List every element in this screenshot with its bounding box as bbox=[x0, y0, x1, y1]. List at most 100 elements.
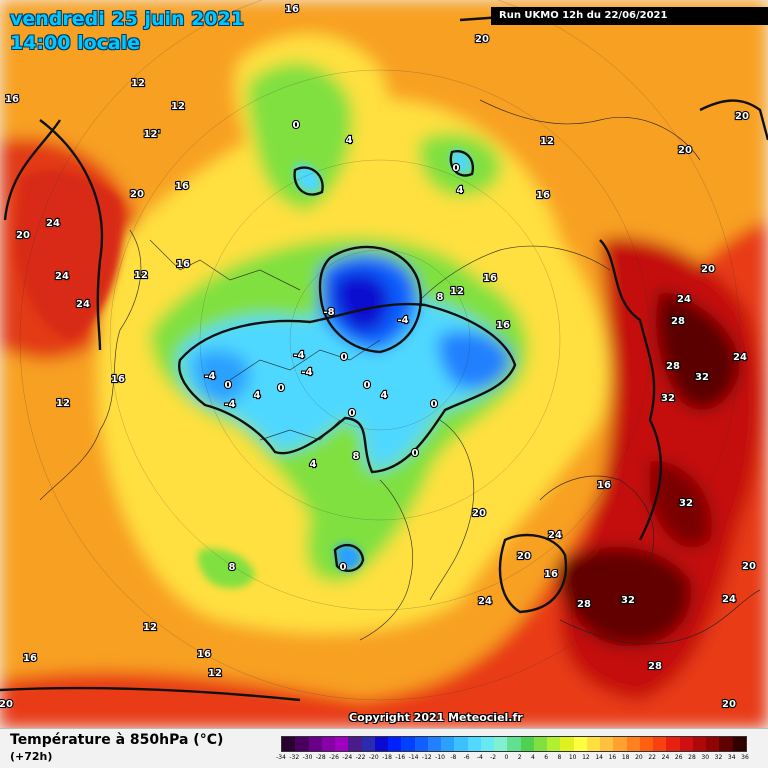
isotherm-value-label: 0 bbox=[453, 163, 460, 174]
isotherm-value-label: 0 bbox=[293, 120, 300, 131]
legend-tick: 18 bbox=[621, 754, 630, 761]
legend-swatch bbox=[666, 737, 680, 751]
legend-swatch bbox=[520, 737, 534, 751]
isotherm-value-label: 20 bbox=[475, 34, 489, 45]
temperature-field bbox=[0, 0, 768, 728]
isotherm-value-label: -4 bbox=[301, 367, 312, 378]
isotherm-value-label: 32 bbox=[695, 372, 709, 383]
isotherm-value-label: -4 bbox=[293, 350, 304, 361]
isotherm-value-label: 24 bbox=[478, 596, 492, 607]
isotherm-value-label: 12 bbox=[134, 270, 148, 281]
isotherm-value-label: 16 bbox=[5, 94, 19, 105]
isotherm-value-label: 12 bbox=[540, 136, 554, 147]
legend-tick: 34 bbox=[727, 754, 736, 761]
legend-swatch bbox=[454, 737, 468, 751]
legend-tick: 32 bbox=[714, 754, 723, 761]
isotherm-value-label: 16 bbox=[285, 4, 299, 15]
legend-tick: 36 bbox=[741, 754, 749, 761]
legend-swatch bbox=[427, 737, 441, 751]
legend-tick: 4 bbox=[530, 754, 535, 761]
isotherm-value-label: 20 bbox=[701, 264, 715, 275]
legend-tick: 2 bbox=[517, 754, 522, 761]
legend-tick: 0 bbox=[504, 754, 509, 761]
legend-swatch bbox=[692, 737, 706, 751]
legend-swatch bbox=[533, 737, 547, 751]
isotherm-value-label: 20 bbox=[722, 699, 736, 710]
isotherm-value-label: 4 bbox=[457, 185, 464, 196]
isotherm-value-label: 24 bbox=[722, 594, 736, 605]
isotherm-value-label: 24 bbox=[733, 352, 747, 363]
isotherm-value-label: 12 bbox=[450, 286, 464, 297]
legend-swatch bbox=[374, 737, 388, 751]
isotherm-value-label: 24 bbox=[548, 530, 562, 541]
isotherm-value-label: 20 bbox=[16, 230, 30, 241]
legend-tick: 8 bbox=[557, 754, 562, 761]
legend-swatch bbox=[308, 737, 322, 751]
isotherm-value-label: 28 bbox=[577, 599, 591, 610]
isotherm-value-label: 12' bbox=[144, 129, 161, 140]
legend-swatch bbox=[388, 737, 402, 751]
isotherm-value-label: 8 bbox=[437, 292, 444, 303]
legend-tick: -14 bbox=[408, 754, 419, 761]
legend-tick: -32 bbox=[289, 754, 300, 761]
legend-tick: 22 bbox=[648, 754, 657, 761]
legend-tick: -4 bbox=[476, 754, 483, 761]
isotherm-value-label: 4 bbox=[310, 459, 317, 470]
isotherm-value-label: -4 bbox=[224, 399, 235, 410]
model-run-info: Run UKMO 12h du 22/06/2021 bbox=[491, 7, 768, 25]
legend-swatch bbox=[626, 737, 640, 751]
legend-tick: -24 bbox=[342, 754, 353, 761]
isotherm-value-label: 24 bbox=[46, 218, 60, 229]
isotherm-value-label: 20 bbox=[678, 145, 692, 156]
legend-swatch bbox=[348, 737, 362, 751]
legend-tick: -28 bbox=[315, 754, 326, 761]
legend-swatch bbox=[679, 737, 693, 751]
legend-tick: -20 bbox=[368, 754, 379, 761]
legend-tick: 30 bbox=[701, 754, 710, 761]
legend-tick: -30 bbox=[302, 754, 313, 761]
temperature-detail bbox=[15, 149, 472, 589]
isotherm-value-label: 12 bbox=[143, 622, 157, 633]
isotherm-value-label: 8 bbox=[229, 562, 236, 573]
parameter-title: Température à 850hPa (°C) bbox=[10, 732, 224, 748]
lead-time: (+72h) bbox=[10, 750, 53, 763]
graticule bbox=[19, 0, 741, 701]
legend-swatch bbox=[441, 737, 455, 751]
isotherm-value-label: 0 bbox=[349, 408, 356, 419]
isotherm-value-label: 0 bbox=[364, 380, 371, 391]
temperature-map: 16 20 16 12 12 12' 0 4 0 4 12 20 20 20 16 16 24 20 24 12 16 1… bbox=[0, 0, 768, 728]
isotherm-value-label: 32 bbox=[679, 498, 693, 509]
isotherm-value-label: 16 bbox=[23, 653, 37, 664]
legend-swatch bbox=[600, 737, 614, 751]
isotherm-value-label: 20 bbox=[517, 551, 531, 562]
forecast-time-title: 14:00 locale bbox=[10, 32, 141, 54]
isotherm-value-label: 32 bbox=[621, 595, 635, 606]
legend-swatch bbox=[414, 737, 428, 751]
map-footer: Température à 850hPa (°C) (+72h) -34 -32-… bbox=[0, 728, 768, 768]
legend-tick: -16 bbox=[395, 754, 406, 761]
isotherm-value-label: 20 bbox=[742, 561, 756, 572]
isotherm-value-label: 16 bbox=[197, 649, 211, 660]
legend-swatch bbox=[706, 737, 720, 751]
isotherm-value-label: 24 bbox=[76, 299, 90, 310]
isotherm-value-label: 24 bbox=[55, 271, 69, 282]
isotherm-value-label: 16 bbox=[597, 480, 611, 491]
isotherm-value-label: 8 bbox=[353, 451, 360, 462]
isotherm-value-label: 16 bbox=[176, 259, 190, 270]
isotherm-value-label: 12 bbox=[56, 398, 70, 409]
isotherm-value-label: -8 bbox=[323, 307, 334, 318]
legend-tick: -2 bbox=[490, 754, 497, 761]
legend-swatch bbox=[560, 737, 574, 751]
color-scale-legend bbox=[281, 736, 747, 752]
isotherm-value-label: 28 bbox=[671, 316, 685, 327]
isotherm-value-label: 20 bbox=[0, 699, 13, 710]
isotherm-value-label: 12 bbox=[131, 78, 145, 89]
legend-tick: -26 bbox=[329, 754, 339, 761]
legend-swatch bbox=[321, 737, 335, 751]
legend-swatch bbox=[732, 737, 746, 751]
legend-tick: -34 bbox=[276, 754, 286, 761]
legend-swatch bbox=[573, 737, 587, 751]
legend-swatch bbox=[361, 737, 375, 751]
isotherm-value-label: 24 bbox=[677, 294, 691, 305]
